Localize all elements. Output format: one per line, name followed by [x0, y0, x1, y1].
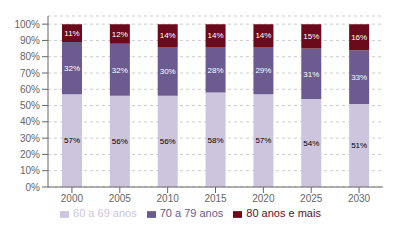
svg-text:28%: 28% [208, 66, 224, 75]
svg-text:50%: 50% [20, 100, 40, 111]
svg-text:2005: 2005 [109, 193, 132, 204]
svg-text:33%: 33% [351, 73, 367, 82]
svg-text:32%: 32% [112, 66, 128, 75]
svg-text:40%: 40% [20, 116, 40, 127]
svg-text:2000: 2000 [61, 193, 84, 204]
svg-text:2020: 2020 [252, 193, 275, 204]
svg-text:14%: 14% [208, 31, 224, 40]
svg-text:30%: 30% [20, 133, 40, 144]
svg-text:10%: 10% [20, 165, 40, 176]
svg-text:2030: 2030 [348, 193, 371, 204]
svg-text:15%: 15% [303, 32, 319, 41]
svg-text:80%: 80% [20, 51, 40, 62]
svg-text:29%: 29% [255, 66, 271, 75]
svg-text:11%: 11% [64, 29, 79, 38]
svg-text:14%: 14% [255, 31, 271, 40]
svg-text:56%: 56% [160, 137, 176, 146]
svg-text:2025: 2025 [300, 193, 323, 204]
svg-text:90%: 90% [20, 35, 40, 46]
svg-text:56%: 56% [112, 137, 128, 146]
svg-text:14%: 14% [160, 31, 176, 40]
svg-text:54%: 54% [303, 139, 319, 148]
svg-text:30%: 30% [160, 67, 176, 76]
svg-text:16%: 16% [351, 33, 367, 42]
svg-text:2015: 2015 [204, 193, 227, 204]
svg-text:57%: 57% [255, 136, 271, 145]
svg-text:60%: 60% [20, 84, 40, 95]
svg-text:57%: 57% [64, 136, 80, 145]
svg-text:51%: 51% [351, 141, 367, 150]
svg-text:70%: 70% [20, 68, 40, 79]
html-text:60 a 69 anos: 60 a 69 anos [73, 207, 137, 219]
svg-text:12%: 12% [112, 30, 128, 39]
svg-text:100%: 100% [14, 19, 40, 30]
svg-text:58%: 58% [208, 136, 224, 145]
svg-text:32%: 32% [64, 64, 80, 73]
svg-text:2010: 2010 [157, 193, 180, 204]
svg-text:0%: 0% [26, 182, 41, 193]
html-text:80 anos e mais: 80 anos e mais [246, 207, 321, 219]
svg-text:20%: 20% [20, 149, 40, 160]
svg-text:31%: 31% [303, 70, 319, 79]
html-text:70 a 79 anos: 70 a 79 anos [159, 207, 224, 219]
